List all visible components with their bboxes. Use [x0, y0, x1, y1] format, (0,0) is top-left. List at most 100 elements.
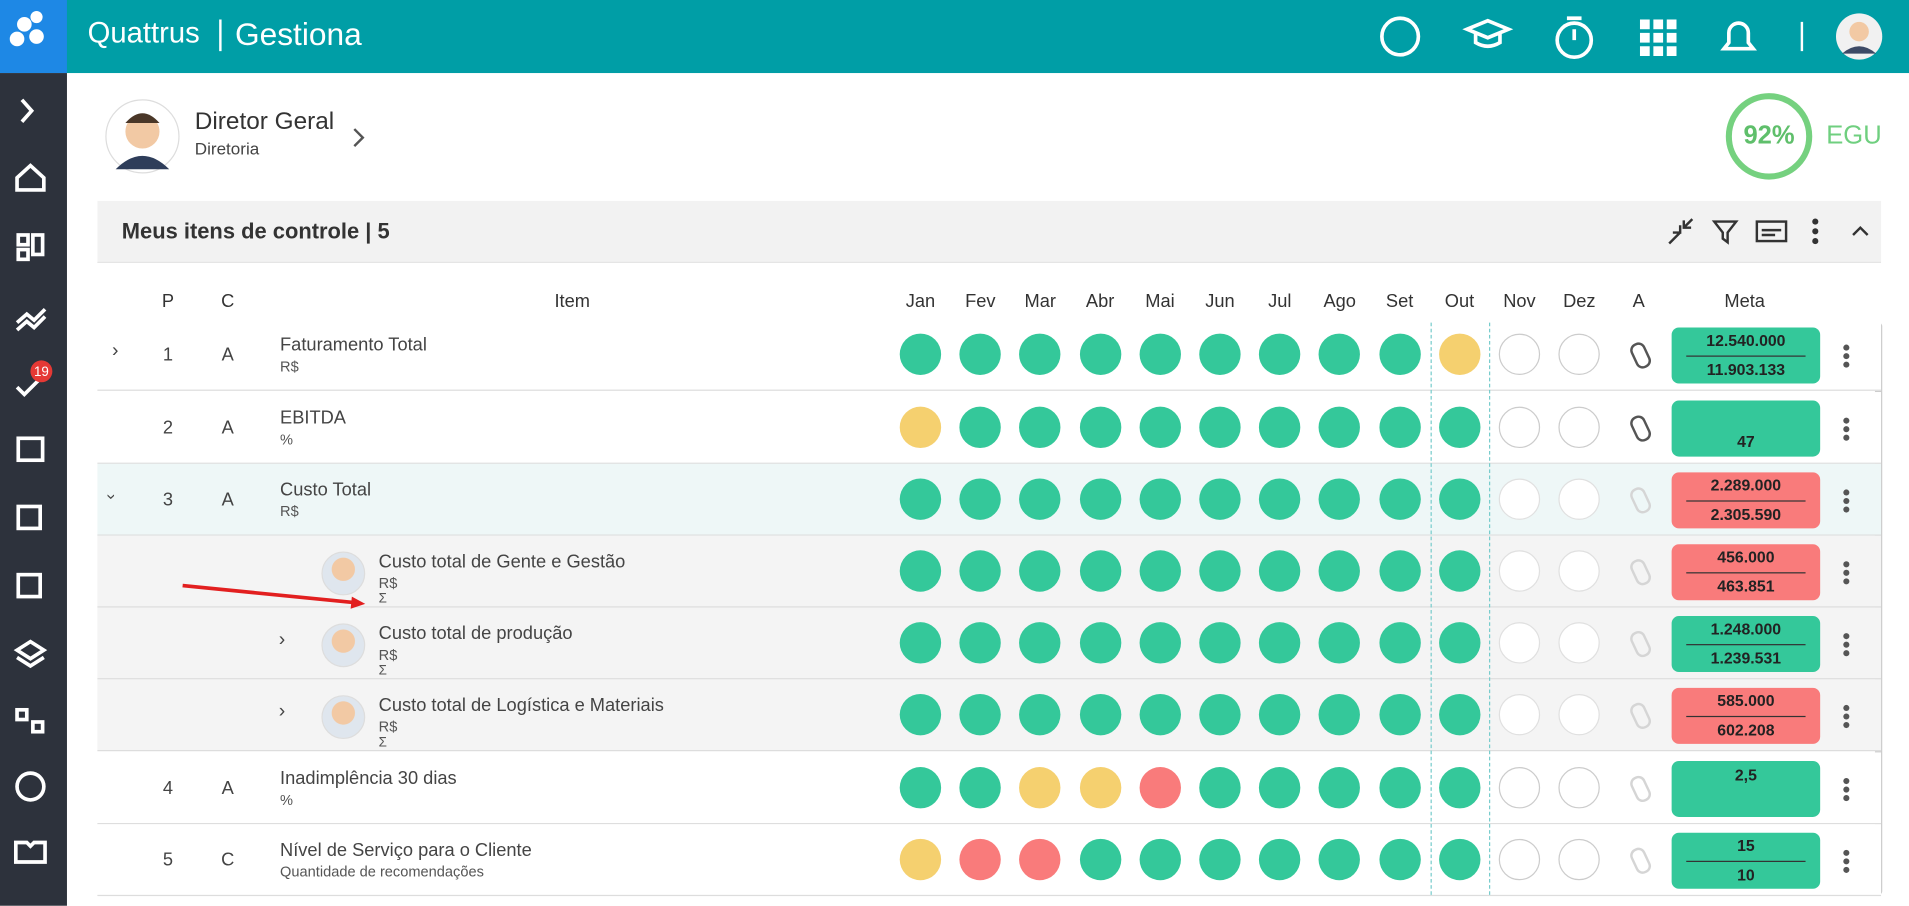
status-dot[interactable]: [959, 767, 1002, 809]
status-dot[interactable]: [1558, 333, 1601, 375]
status-dot[interactable]: [959, 622, 1002, 664]
status-dot[interactable]: [1199, 333, 1241, 375]
panel-tools[interactable]: [1666, 214, 1873, 248]
status-dot[interactable]: [1319, 406, 1361, 449]
status-dot[interactable]: [1498, 622, 1541, 664]
status-dot[interactable]: [1319, 838, 1361, 881]
status-dot[interactable]: [1438, 406, 1481, 449]
row-menu[interactable]: [1843, 702, 1850, 730]
status-dot[interactable]: [1079, 333, 1121, 375]
status-dot[interactable]: [899, 838, 942, 881]
status-dot[interactable]: [1079, 767, 1121, 809]
status-dot[interactable]: [1319, 622, 1361, 664]
status-dot[interactable]: [1139, 478, 1181, 520]
status-dot[interactable]: [1498, 767, 1541, 809]
sidebar-icons[interactable]: [0, 73, 67, 906]
status-dot[interactable]: [1139, 622, 1181, 664]
status-dot[interactable]: [899, 622, 942, 664]
status-dot[interactable]: [1259, 622, 1301, 664]
status-dot[interactable]: [1019, 838, 1061, 881]
status-dot[interactable]: [1139, 693, 1181, 736]
status-dot[interactable]: [1438, 622, 1481, 664]
expand-chevron[interactable]: ›: [278, 701, 286, 722]
meta-box[interactable]: 2,5: [1671, 760, 1821, 817]
status-dot[interactable]: [1199, 693, 1241, 736]
item-name[interactable]: Custo total de produção: [378, 623, 573, 645]
status-dot[interactable]: [1199, 622, 1241, 664]
status-dot[interactable]: [1378, 406, 1421, 449]
row-menu[interactable]: [1843, 487, 1850, 515]
status-dot[interactable]: [1019, 693, 1061, 736]
status-dot[interactable]: [1498, 333, 1541, 375]
row-menu[interactable]: [1843, 631, 1850, 659]
status-dot[interactable]: [899, 333, 942, 375]
item-name[interactable]: Custo Total: [280, 479, 372, 501]
status-dot[interactable]: [1259, 333, 1301, 375]
item-name[interactable]: Custo total de Logística e Materiais: [378, 695, 664, 716]
status-dot[interactable]: [899, 693, 942, 736]
status-dot[interactable]: [1259, 838, 1301, 881]
status-dot[interactable]: [1438, 838, 1481, 881]
status-dot[interactable]: [1019, 550, 1061, 592]
status-dot[interactable]: [1558, 622, 1601, 664]
meta-box[interactable]: 456.000 463.851: [1671, 544, 1821, 601]
status-dot[interactable]: [1378, 693, 1421, 736]
status-dot[interactable]: [1378, 478, 1421, 520]
item-name[interactable]: Faturamento Total: [280, 334, 427, 356]
row-menu[interactable]: [1843, 776, 1850, 804]
meta-box[interactable]: 2.289.000 2.305.590: [1671, 472, 1821, 529]
status-dot[interactable]: [1438, 550, 1481, 592]
meta-box[interactable]: 585.000 602.208: [1671, 687, 1821, 744]
status-dot[interactable]: [959, 693, 1002, 736]
status-dot[interactable]: [959, 838, 1002, 881]
status-dot[interactable]: [1019, 406, 1061, 449]
status-dot[interactable]: [1139, 550, 1181, 592]
status-dot[interactable]: [1259, 767, 1301, 809]
status-dot[interactable]: [1199, 767, 1241, 809]
status-dot[interactable]: [1498, 406, 1541, 449]
status-dot[interactable]: [1079, 622, 1121, 664]
status-dot[interactable]: [1378, 622, 1421, 664]
status-dot[interactable]: [1019, 478, 1061, 520]
status-dot[interactable]: [1259, 550, 1301, 592]
collapse-chevron[interactable]: ›: [102, 493, 123, 500]
status-dot[interactable]: [1019, 333, 1061, 375]
meta-box[interactable]: 47: [1671, 400, 1821, 457]
item-name[interactable]: Inadimplência 30 dias: [280, 768, 457, 789]
status-dot[interactable]: [1079, 478, 1121, 520]
status-dot[interactable]: [1259, 478, 1301, 520]
status-dot[interactable]: [1199, 550, 1241, 592]
status-dot[interactable]: [1199, 478, 1241, 520]
item-name[interactable]: EBITDA: [280, 407, 346, 429]
status-dot[interactable]: [1319, 550, 1361, 592]
status-dot[interactable]: [899, 550, 942, 592]
status-dot[interactable]: [1079, 838, 1121, 881]
expand-chevron[interactable]: ›: [278, 629, 286, 651]
status-dot[interactable]: [1319, 767, 1361, 809]
status-dot[interactable]: [1438, 478, 1481, 520]
status-dot[interactable]: [1558, 478, 1601, 520]
profile-chevron[interactable]: [351, 127, 368, 149]
status-dot[interactable]: [1139, 333, 1181, 375]
item-name[interactable]: Custo total de Gente e Gestão: [378, 551, 626, 573]
status-dot[interactable]: [1319, 478, 1361, 520]
status-dot[interactable]: [959, 550, 1002, 592]
status-dot[interactable]: [1319, 333, 1361, 375]
status-dot[interactable]: [1378, 333, 1421, 375]
item-name[interactable]: Nível de Serviço para o Cliente: [280, 840, 532, 861]
status-dot[interactable]: [1558, 838, 1601, 881]
status-dot[interactable]: [1378, 767, 1421, 809]
row-menu[interactable]: [1843, 415, 1850, 443]
status-dot[interactable]: [1319, 693, 1361, 736]
status-dot[interactable]: [1259, 693, 1301, 736]
row-menu[interactable]: [1843, 342, 1850, 370]
status-dot[interactable]: [1259, 406, 1301, 449]
status-dot[interactable]: [899, 478, 942, 520]
status-dot[interactable]: [1199, 406, 1241, 449]
status-dot[interactable]: [1139, 767, 1181, 809]
status-dot[interactable]: [1558, 550, 1601, 592]
status-dot[interactable]: [959, 406, 1002, 449]
status-dot[interactable]: [1378, 838, 1421, 881]
status-dot[interactable]: [1079, 406, 1121, 449]
status-dot[interactable]: [1199, 838, 1241, 881]
